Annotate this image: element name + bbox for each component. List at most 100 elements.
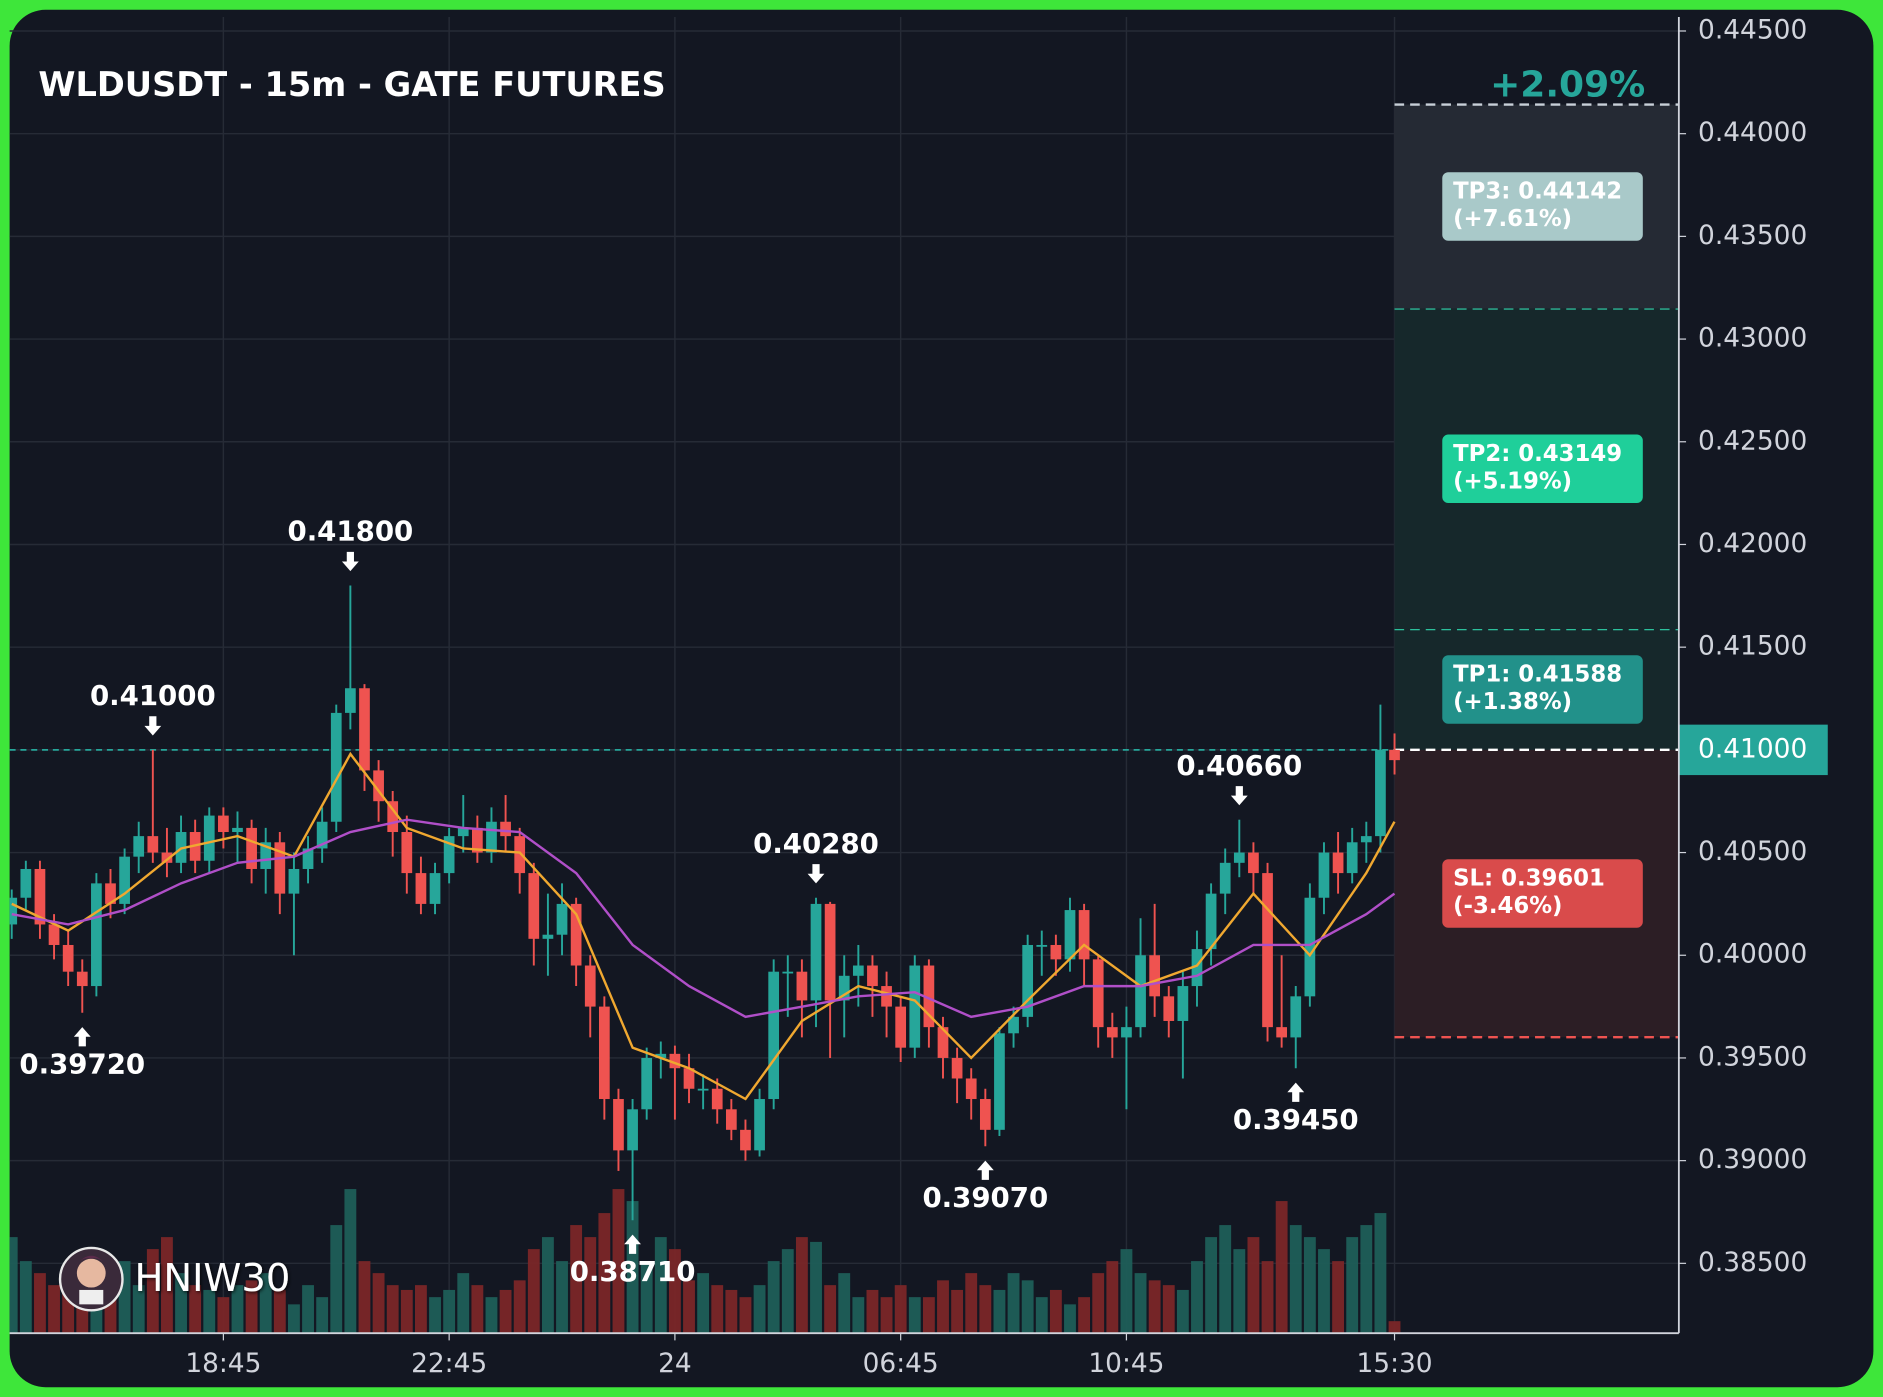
pnl-label: +2.09% [1490, 65, 1645, 106]
volume-bar [1374, 1213, 1387, 1334]
moving-average [11, 818, 1396, 1019]
candle-body [1375, 749, 1386, 837]
price-annotation: 0.40660 [1176, 749, 1302, 806]
candle-body [909, 965, 921, 1048]
volume-bar [810, 1241, 822, 1334]
volume-bar [1064, 1304, 1076, 1334]
candle-body [457, 827, 469, 837]
candle-body [415, 873, 427, 904]
candle-body [584, 965, 596, 1007]
candle-body [528, 873, 540, 939]
watermark-text: HNIW30 [135, 1256, 291, 1301]
candle-body [542, 934, 554, 939]
volume-bar [1360, 1225, 1373, 1334]
arrow-up [624, 1234, 641, 1254]
candle-body [1106, 1027, 1118, 1038]
candle-body [556, 903, 568, 935]
volume-bar [175, 1273, 187, 1334]
volume-bar [570, 1225, 583, 1334]
annotation-label: 0.39070 [922, 1181, 1048, 1214]
volume-bar [161, 1237, 173, 1334]
volume-bar [1303, 1237, 1316, 1334]
y-tick-label: 0.40000 [1698, 939, 1807, 970]
volume-bar [48, 1285, 60, 1334]
watermark: HNIW30 [58, 1246, 291, 1312]
candle-body [246, 827, 257, 869]
volume-bar [259, 1273, 272, 1334]
candle-body [1332, 852, 1344, 874]
volume-bar [1049, 1289, 1062, 1334]
volume-bar [231, 1285, 244, 1334]
avatar-face [76, 1258, 106, 1288]
volume-bar [118, 1261, 131, 1334]
volume-bar [1191, 1261, 1203, 1334]
volume-bar [993, 1289, 1006, 1334]
volume-bar [471, 1285, 484, 1334]
level-label: TP3: 0.44142 [1453, 179, 1622, 205]
x-tick-label: 15:30 [1356, 1348, 1432, 1379]
volume-bar [217, 1297, 230, 1334]
volume-bar [922, 1297, 935, 1334]
volume-bar [1078, 1297, 1091, 1334]
volume-bar [245, 1280, 258, 1334]
overlay: 0.38500 0.39000 0.39500 0.40000 0.40500 0.410… [19, 14, 1828, 1379]
candle-body [218, 815, 229, 833]
annotation-label: 0.39720 [19, 1048, 145, 1081]
candle-body [1022, 944, 1034, 1017]
candle-body [1163, 996, 1175, 1021]
candle-body [443, 836, 455, 874]
candle-body [994, 1033, 1005, 1130]
volume-bar [739, 1297, 752, 1334]
candle-body [627, 1109, 638, 1151]
volume-bar [1148, 1280, 1161, 1334]
y-tick-label: 0.39000 [1698, 1144, 1807, 1175]
volume-bar [316, 1297, 329, 1334]
candle-body [387, 801, 399, 833]
volume-bar [626, 1201, 639, 1334]
candle-body [1360, 836, 1372, 843]
volume-bar [908, 1297, 921, 1334]
candle-body [824, 903, 836, 1001]
candle-body [105, 883, 116, 904]
x-tick-label: 24 [658, 1348, 692, 1379]
candle-body [669, 1053, 681, 1069]
candle-body [852, 965, 864, 976]
volume-bar [556, 1261, 568, 1334]
candle-body [429, 873, 441, 904]
candle-body [965, 1078, 977, 1100]
volume-bar [1162, 1285, 1175, 1334]
arrow-up [1287, 1082, 1305, 1102]
candle-body [598, 1006, 610, 1100]
volume-bar [1275, 1201, 1288, 1334]
candle-body [1064, 910, 1076, 960]
price-tag [1678, 724, 1828, 776]
price-annotation: 0.40280 [753, 827, 879, 884]
volume-bar [880, 1297, 893, 1334]
candle-body [345, 688, 356, 713]
candle-body [76, 971, 88, 987]
candle-body [9, 897, 18, 925]
candle-body [288, 868, 300, 894]
level-change: (+5.19%) [1453, 468, 1572, 494]
volume-bar [866, 1289, 879, 1334]
chart-title: WLDUSDT - 15m - GATE FUTURES [38, 65, 665, 104]
volume-bar [1106, 1261, 1119, 1334]
volume-bar [330, 1225, 343, 1334]
candle-body [1290, 996, 1302, 1038]
y-tick-label: 0.42000 [1698, 528, 1807, 559]
candle-body [1346, 842, 1358, 874]
volume-bar [541, 1237, 554, 1334]
candle-body [810, 903, 822, 1001]
candle-body [1219, 862, 1231, 894]
volume-bar [781, 1249, 794, 1334]
volume-bar [288, 1304, 300, 1334]
volume-bar [852, 1297, 865, 1334]
level-box [1442, 172, 1643, 241]
candle-body [1233, 852, 1245, 863]
annotation-label: 0.38710 [570, 1255, 696, 1288]
candle-body [570, 903, 582, 966]
volume-bar [273, 1289, 286, 1334]
arrow-up [73, 1027, 91, 1047]
volume-bar [386, 1285, 399, 1334]
